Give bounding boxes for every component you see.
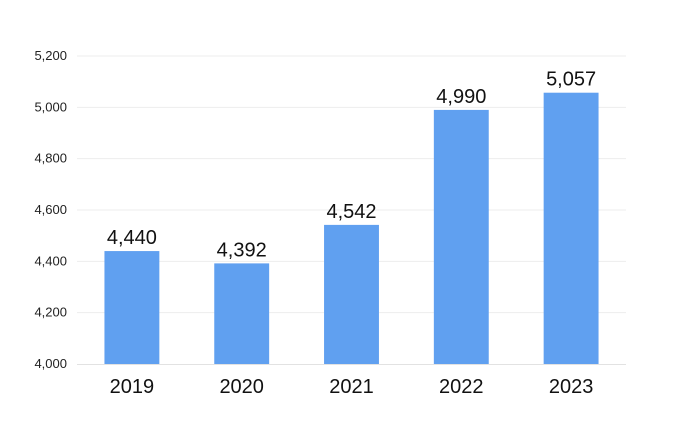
data-label: 4,542 <box>326 201 376 223</box>
x-tick-label: 2021 <box>329 376 374 398</box>
y-tick-label: 4,200 <box>34 305 67 320</box>
y-tick-label: 5,200 <box>34 48 67 63</box>
x-tick-label: 2023 <box>549 376 594 398</box>
bar-2019 <box>104 251 160 364</box>
bar-2021 <box>324 224 379 364</box>
x-tick-label: 2020 <box>219 376 264 398</box>
bars <box>104 92 599 365</box>
y-tick-label: 5,000 <box>34 99 67 114</box>
x-tick-label: 2019 <box>110 376 155 398</box>
data-label: 4,392 <box>217 239 267 261</box>
y-tick-label: 4,000 <box>34 356 67 371</box>
y-tick-label: 4,400 <box>34 253 67 268</box>
x-axis-tick-labels: 2019 2020 2021 2022 2023 <box>110 376 594 398</box>
bar-2023 <box>543 92 599 364</box>
bar-2020 <box>214 263 270 364</box>
y-tick-label: 4,600 <box>34 202 67 217</box>
data-label: 4,440 <box>107 227 157 249</box>
y-tick-label: 4,800 <box>34 151 67 166</box>
x-tick-label: 2022 <box>439 376 484 398</box>
data-labels: 4,440 4,392 4,542 4,990 5,057 <box>107 69 596 262</box>
data-label: 4,990 <box>436 86 486 108</box>
y-axis-tick-labels: 4,000 4,200 4,400 4,600 4,800 5,000 5,200 <box>34 48 67 371</box>
bar-2022 <box>433 109 489 365</box>
gridlines <box>77 55 626 314</box>
data-label: 5,057 <box>546 69 596 91</box>
